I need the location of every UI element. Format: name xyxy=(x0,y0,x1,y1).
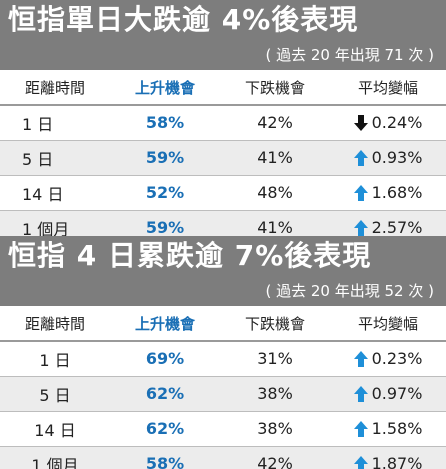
up-chance-cell: 58% xyxy=(110,105,220,141)
avg-change-cell: 1.68% xyxy=(330,175,446,211)
arrow-up-icon xyxy=(353,351,368,368)
up-chance-cell: 62% xyxy=(110,376,220,412)
arrow-up-icon xyxy=(353,150,368,166)
avg-change-cell: 0.23% xyxy=(330,341,446,377)
avg-change-cell: 1.58% xyxy=(330,411,446,447)
section-title: 恒指 4 日累跌逾 7%後表現 xyxy=(8,239,372,272)
header-avg-change: 平均變幅 xyxy=(330,306,446,342)
down-chance-cell: 31% xyxy=(220,341,330,377)
avg-change-cell: 0.93% xyxy=(330,140,446,176)
down-chance-cell: 42% xyxy=(220,446,330,469)
stats-table: 距離時間 上升機會 下跌機會 平均變幅 1 日 58% 42% 0.24% 5 … xyxy=(0,70,446,246)
down-chance-cell: 48% xyxy=(220,175,330,211)
down-chance-cell: 41% xyxy=(220,140,330,176)
up-chance-cell: 62% xyxy=(110,411,220,447)
header-period: 距離時間 xyxy=(0,306,110,342)
avg-change-value: 1.87% xyxy=(371,454,423,469)
up-chance-cell: 52% xyxy=(110,175,220,211)
header-avg-change: 平均變幅 xyxy=(330,70,446,106)
section-title: 恒指單日大跌逾 4%後表現 xyxy=(8,3,359,36)
arrow-up-icon xyxy=(353,421,368,437)
header-period: 距離時間 xyxy=(0,70,110,106)
header-up-chance: 上升機會 xyxy=(110,70,220,106)
avg-change-value: 0.93% xyxy=(371,148,423,167)
period-cell: 1 個月 xyxy=(0,446,110,469)
table-row: 5 日 62% 38% 0.97% xyxy=(0,376,446,412)
section-four-day-drop: 恒指 4 日累跌逾 7%後表現 ( 過去 20 年出現 52 次 ) 距離時間 … xyxy=(0,236,446,469)
section-banner: 恒指 4 日累跌逾 7%後表現 ( 過去 20 年出現 52 次 ) xyxy=(0,236,446,306)
period-cell: 1 日 xyxy=(0,105,110,141)
avg-change-value: 1.68% xyxy=(371,183,423,202)
table-header-row: 距離時間 上升機會 下跌機會 平均變幅 xyxy=(0,306,446,342)
avg-change-value: 1.58% xyxy=(371,419,423,438)
section-single-day-drop: 恒指單日大跌逾 4%後表現 ( 過去 20 年出現 71 次 ) 距離時間 上升… xyxy=(0,0,446,246)
down-chance-cell: 38% xyxy=(220,411,330,447)
arrow-up-icon xyxy=(353,386,368,402)
arrow-up-icon xyxy=(353,220,368,236)
table-row: 5 日 59% 41% 0.93% xyxy=(0,140,446,176)
period-cell: 1 日 xyxy=(0,341,110,377)
arrow-up-icon xyxy=(353,456,368,469)
table-header-row: 距離時間 上升機會 下跌機會 平均變幅 xyxy=(0,70,446,106)
down-chance-cell: 38% xyxy=(220,376,330,412)
arrow-up-icon xyxy=(353,185,368,201)
header-up-chance: 上升機會 xyxy=(110,306,220,342)
table-row: 14 日 52% 48% 1.68% xyxy=(0,175,446,211)
avg-change-value: 0.23% xyxy=(371,349,423,369)
period-cell: 5 日 xyxy=(0,140,110,176)
table-row: 14 日 62% 38% 1.58% xyxy=(0,411,446,447)
avg-change-cell: 0.97% xyxy=(330,376,446,412)
period-cell: 5 日 xyxy=(0,376,110,412)
avg-change-value: 2.57% xyxy=(371,218,423,237)
up-chance-cell: 58% xyxy=(110,446,220,469)
stats-table: 距離時間 上升機會 下跌機會 平均變幅 1 日 69% 31% 0.23% 5 … xyxy=(0,306,446,469)
header-down-chance: 下跌機會 xyxy=(220,306,330,342)
table-row: 1 個月 58% 42% 1.87% xyxy=(0,446,446,469)
period-cell: 14 日 xyxy=(0,175,110,211)
section-subtitle: ( 過去 20 年出現 71 次 ) xyxy=(265,46,435,64)
period-cell: 14 日 xyxy=(0,411,110,447)
down-chance-cell: 42% xyxy=(220,105,330,141)
up-chance-cell: 59% xyxy=(110,140,220,176)
avg-change-value: 0.97% xyxy=(371,384,423,403)
arrow-down-icon xyxy=(353,115,368,132)
avg-change-cell: 1.87% xyxy=(330,446,446,469)
avg-change-value: 0.24% xyxy=(371,113,423,133)
avg-change-cell: 0.24% xyxy=(330,105,446,141)
header-down-chance: 下跌機會 xyxy=(220,70,330,106)
section-banner: 恒指單日大跌逾 4%後表現 ( 過去 20 年出現 71 次 ) xyxy=(0,0,446,70)
up-chance-cell: 69% xyxy=(110,341,220,377)
table-row: 1 日 69% 31% 0.23% xyxy=(0,341,446,377)
table-row: 1 日 58% 42% 0.24% xyxy=(0,105,446,141)
section-subtitle: ( 過去 20 年出現 52 次 ) xyxy=(265,282,435,300)
